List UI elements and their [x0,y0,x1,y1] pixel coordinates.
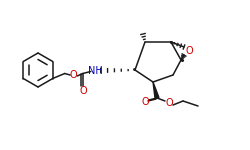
Text: O: O [141,97,149,107]
Polygon shape [153,82,159,99]
Text: O: O [165,98,173,108]
Text: O: O [185,46,193,56]
Text: O: O [70,70,78,81]
Text: O: O [80,85,88,96]
Text: NH: NH [88,66,103,75]
